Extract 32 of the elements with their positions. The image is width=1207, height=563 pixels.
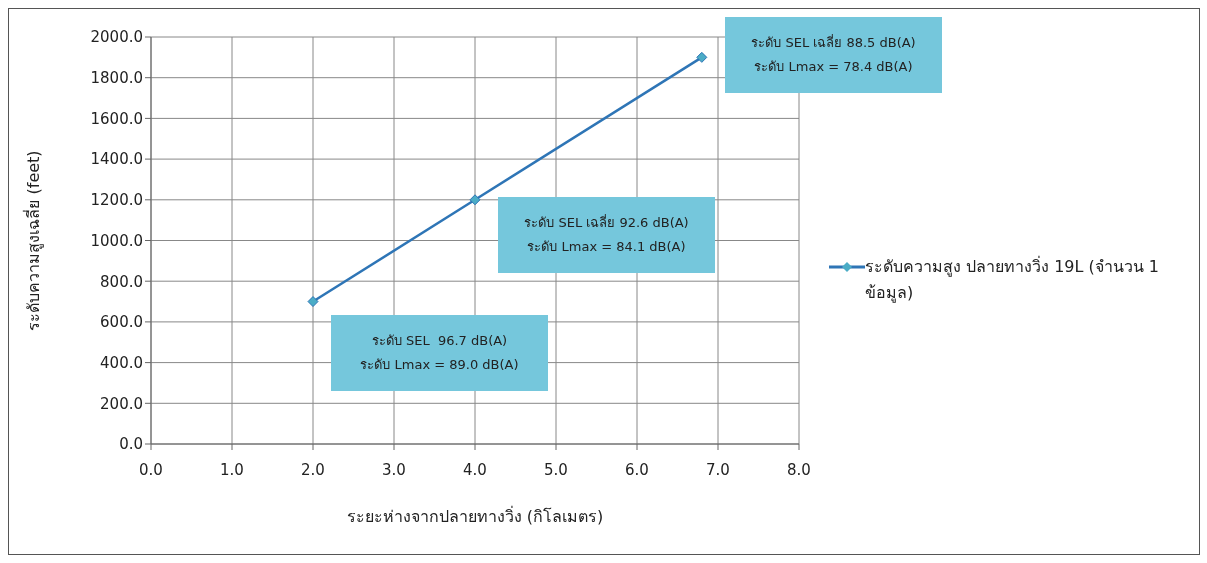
x-tick-label: 0.0 xyxy=(139,460,163,479)
y-tick-label: 1200.0 xyxy=(90,191,143,210)
y-tick-label: 200.0 xyxy=(100,394,143,413)
annotation: ระดับ SEL เฉลี่ย 88.5 dB(A) ระดับ Lmax = 78.4 dB(A) xyxy=(751,33,916,76)
y-tick-label: 2000.0 xyxy=(90,28,143,47)
x-tick-label: 5.0 xyxy=(544,460,568,479)
x-axis-title: ระยะห่างจากปลายทางวิ่ง (กิโลเมตร) xyxy=(346,505,604,526)
y-tick-label: 1000.0 xyxy=(90,231,143,250)
y-tick-label: 400.0 xyxy=(100,353,143,372)
note-box: ระดับ SEL เฉลี่ย 88.5 dB(A) ระดับ Lmax = 78.4 dB(A) xyxy=(725,17,942,93)
y-tick-label: 1400.0 xyxy=(90,150,143,169)
point xyxy=(307,296,319,308)
note-box: ระดับ SEL 96.7 dB(A) ระดับ Lmax = 89.0 dB(A) xyxy=(331,315,548,391)
x-tick-label: 8.0 xyxy=(787,460,811,479)
y-tick-label: 800.0 xyxy=(100,272,143,291)
point xyxy=(696,51,708,63)
x-tick-label: 6.0 xyxy=(625,460,649,479)
y-axis-title: ระดับความสูงเฉลี่ย (feet) xyxy=(21,150,44,331)
annotation: ระดับ SEL 96.7 dB(A) ระดับ Lmax = 89.0 dB(A) xyxy=(360,332,519,374)
y-tick-label: 600.0 xyxy=(100,313,143,332)
note-box: ระดับ SEL เฉลี่ย 92.6 dB(A) ระดับ Lmax = 84.1 dB(A) xyxy=(498,197,715,273)
x-tick-label: 3.0 xyxy=(382,460,406,479)
x-tick-label: 2.0 xyxy=(301,460,325,479)
y-tick-label: 1600.0 xyxy=(90,109,143,128)
y-tick-label: 0.0 xyxy=(119,435,143,454)
x-tick-label: 1.0 xyxy=(220,460,244,479)
legend-label: ระดับความสูง ปลายทางวิ่ง 19L (จำนวน 1 ข้อมูล) xyxy=(865,255,1161,305)
y-tick-label: 1800.0 xyxy=(90,69,143,88)
annotation: ระดับ SEL เฉลี่ย 92.6 dB(A) ระดับ Lmax = 84.1 dB(A) xyxy=(524,213,689,256)
point xyxy=(469,194,481,206)
x-tick-label: 7.0 xyxy=(706,460,730,479)
x-tick-label: 4.0 xyxy=(463,460,487,479)
